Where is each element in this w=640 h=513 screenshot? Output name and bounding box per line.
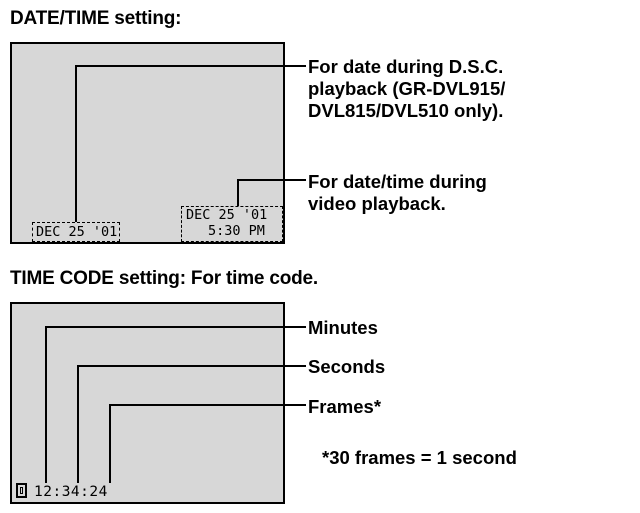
dsc-date-box	[32, 222, 120, 242]
video-datetime-box	[181, 206, 283, 242]
dsc-date-text: DEC 25 '01	[36, 224, 118, 240]
cassette-icon	[16, 483, 27, 498]
leader-frames	[109, 404, 306, 483]
label-seconds: Seconds	[308, 356, 386, 377]
frames-footnote: *30 frames = 1 second	[322, 447, 517, 468]
callout-dsc-line3: DVL815/DVL510 only).	[308, 100, 504, 121]
callout-video-line2: video playback.	[308, 193, 446, 214]
video-date-text: DEC 25 '01	[186, 207, 268, 223]
leader-video-datetime	[237, 179, 306, 206]
leader-minutes	[45, 326, 306, 483]
leader-seconds	[77, 365, 306, 483]
datetime-screen	[10, 42, 285, 244]
callout-dsc-line2: playback (GR-DVL915/	[308, 78, 506, 99]
callout-dsc-line1: For date during D.S.C.	[308, 56, 504, 77]
timecode-heading: TIME CODE setting: For time code.	[10, 268, 318, 289]
callout-video-line1: For date/time during	[308, 171, 487, 192]
leader-dsc-date	[75, 65, 306, 222]
label-minutes: Minutes	[308, 317, 378, 338]
timecode-text: 12:34:24	[34, 484, 108, 500]
label-frames: Frames*	[308, 396, 382, 417]
timecode-screen	[10, 302, 285, 504]
datetime-heading: DATE/TIME setting:	[10, 8, 182, 29]
video-time-text: 5:30 PM	[208, 223, 265, 239]
